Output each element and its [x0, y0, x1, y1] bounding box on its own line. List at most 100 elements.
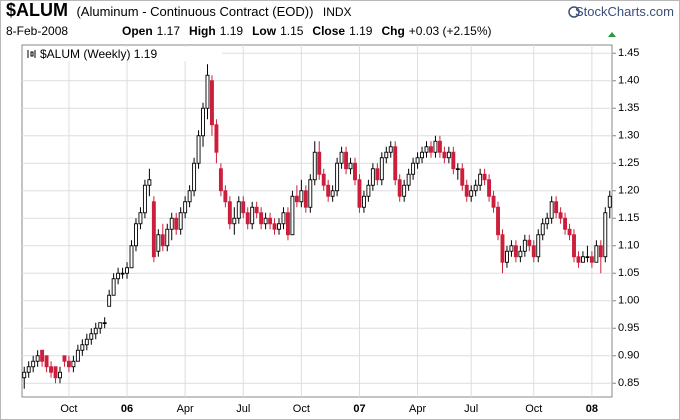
legend-box: [24, 47, 222, 61]
candle-body: [35, 355, 40, 362]
candle-body: [183, 201, 188, 214]
candle-body: [589, 256, 594, 263]
candle-body: [366, 184, 371, 197]
candle-body: [464, 184, 469, 197]
candle-body: [134, 223, 138, 247]
field-label: High: [189, 24, 216, 38]
candle-body: [263, 217, 268, 225]
candle-body: [49, 366, 54, 373]
candle-body: [254, 206, 259, 214]
candle-body: [442, 151, 447, 159]
candle-body: [482, 173, 487, 181]
candle-body: [93, 327, 98, 335]
x-tick-label: Apr: [177, 403, 194, 415]
candle-body: [98, 322, 103, 329]
plot-area: [21, 44, 613, 398]
candle-body: [455, 168, 460, 171]
candle-body: [89, 333, 94, 340]
candle-body: [567, 228, 572, 236]
x-tick-label: Jul: [236, 403, 250, 415]
y-tick-label: 1.00: [618, 295, 639, 307]
x-tick-label: Oct: [525, 403, 542, 415]
x-tick-label: 07: [353, 403, 365, 415]
candle-body: [58, 371, 62, 379]
candle-body: [192, 162, 197, 192]
candle-body: [357, 179, 362, 208]
x-tick-label: 08: [586, 403, 598, 415]
y-tick-label: 1.05: [618, 267, 639, 279]
candle-body: [491, 195, 496, 208]
candle-body: [53, 366, 58, 379]
candle-body: [353, 162, 357, 181]
candle-body: [460, 168, 465, 186]
date: 8-Feb-2008: [6, 24, 68, 38]
candle-body: [370, 168, 375, 186]
logo: [568, 6, 580, 18]
candle-body: [437, 140, 442, 153]
candle-body: [66, 360, 71, 368]
x-tick-label: 06: [121, 403, 133, 415]
candle-body: [241, 201, 246, 214]
candle-body: [607, 195, 612, 208]
exchange: INDX: [323, 5, 352, 19]
field-value: 1.19: [220, 24, 244, 38]
candle-body: [196, 135, 201, 164]
candle-body: [513, 245, 518, 258]
candle-body: [312, 151, 317, 181]
candle-body: [505, 250, 509, 263]
candle-body: [223, 190, 228, 203]
candle-body: [527, 239, 532, 247]
candle-body: [554, 201, 559, 214]
change-arrow: [608, 32, 616, 37]
candle-body: [107, 294, 112, 307]
candle-body: [178, 212, 183, 230]
candle-body: [138, 212, 143, 225]
candle-body: [40, 349, 45, 362]
x-tick-label: Oct: [293, 403, 310, 415]
candle-body: [536, 234, 541, 258]
candle-body: [585, 256, 590, 259]
candle-body: [420, 151, 424, 159]
candle-body: [294, 195, 299, 203]
candle-body: [549, 201, 554, 219]
field-label: Chg: [381, 24, 404, 38]
candle-body: [384, 151, 389, 159]
candle-body: [201, 107, 205, 137]
y-tick-label: 0.90: [618, 350, 639, 362]
legend-icon: [27, 50, 36, 58]
candle-body: [339, 151, 344, 164]
source: StockCharts.com: [575, 4, 674, 19]
candle-body: [473, 184, 478, 192]
candle-body: [317, 151, 322, 175]
candle-body: [285, 212, 290, 236]
candle-body: [71, 360, 76, 368]
candle-body: [580, 256, 585, 263]
y-tick-label: 1.10: [618, 240, 639, 252]
candle-body: [326, 184, 331, 197]
y-tick-label: 1.45: [618, 47, 639, 59]
candle-body: [540, 223, 545, 236]
field-value: 1.19: [349, 24, 373, 38]
candle-body: [214, 124, 219, 153]
header-line: $ALUM (Aluminum - Continuous Contract (E…: [6, 0, 352, 20]
candle-body: [308, 179, 313, 208]
candle-body: [563, 217, 568, 230]
candle-body: [26, 366, 31, 373]
candle-body: [335, 162, 340, 192]
candle-body: [411, 162, 416, 175]
candle-body: [80, 344, 85, 351]
candle-body: [500, 234, 505, 263]
y-tick-label: 1.20: [618, 185, 639, 197]
field-value: 1.15: [280, 24, 304, 38]
candle-body: [111, 278, 116, 296]
candle-body: [321, 173, 326, 186]
candle-body: [160, 234, 165, 247]
candle-body: [44, 355, 49, 368]
candle-body: [281, 212, 286, 225]
candle-body: [84, 338, 89, 346]
candle-body: [393, 146, 398, 181]
candle-body: [469, 190, 474, 197]
candle-body: [120, 272, 125, 275]
candle-body: [174, 217, 179, 230]
